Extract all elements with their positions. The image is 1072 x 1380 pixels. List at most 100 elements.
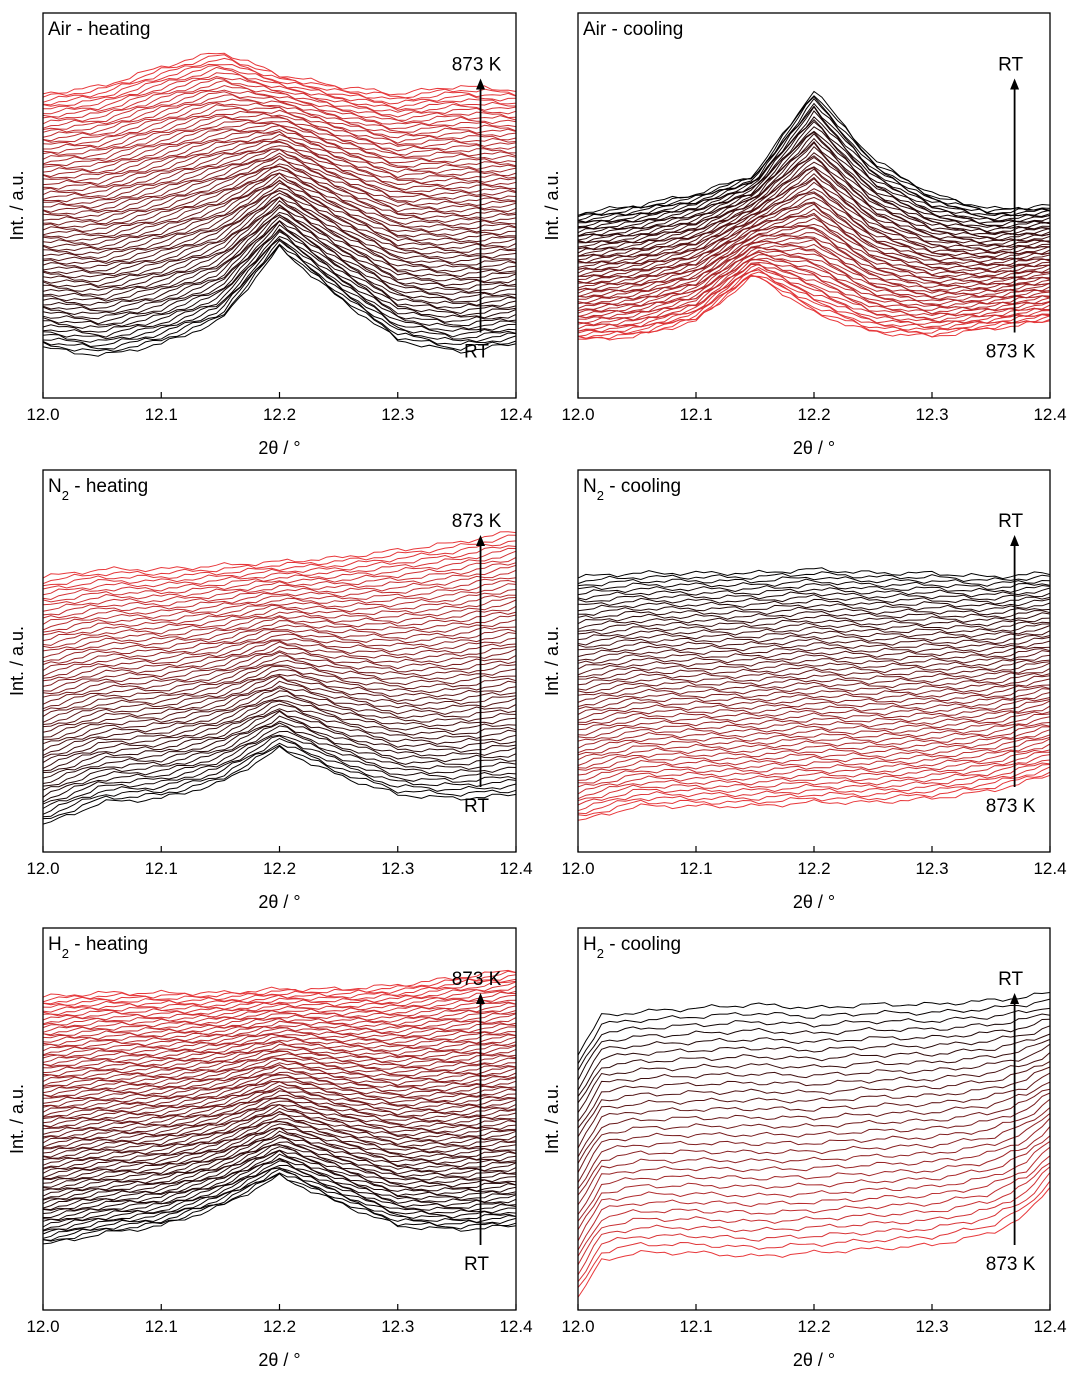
series-line xyxy=(42,1026,517,1056)
series-line xyxy=(577,1187,1051,1298)
arrow-top-label: RT xyxy=(998,54,1023,75)
series-line xyxy=(42,152,517,213)
series-line xyxy=(577,263,1051,326)
panel-5: 12.0 12.1 12.2 12.3 12.4 2θ / ° Int. / a.u. H2 … xyxy=(7,927,533,1370)
arrow-bottom-label: 873 K xyxy=(986,342,1036,363)
series-line xyxy=(42,1017,517,1046)
x-tick-label: 12.1 xyxy=(679,859,712,878)
series-line xyxy=(42,1057,517,1087)
x-tick-label: 12.2 xyxy=(797,859,830,878)
series-line xyxy=(42,969,517,998)
series-line xyxy=(42,685,517,740)
x-tick-label: 12.1 xyxy=(145,1317,178,1336)
x-tick-label: 12.4 xyxy=(499,1317,532,1336)
series-line xyxy=(42,745,517,825)
series-line xyxy=(577,188,1051,270)
series-line xyxy=(577,152,1051,250)
series-line xyxy=(577,749,1051,788)
series-line xyxy=(42,700,517,764)
arrow-bottom-label: 873 K xyxy=(986,796,1036,817)
series-line xyxy=(42,72,517,115)
series-line xyxy=(42,981,517,1013)
series-line xyxy=(42,1094,517,1138)
series-line xyxy=(42,577,517,619)
series-line xyxy=(42,534,517,585)
panel-1: 12.0 12.1 12.2 12.3 12.4 2θ / ° Int. / a.u. Air… xyxy=(7,12,533,458)
series-line xyxy=(42,589,517,633)
series-line xyxy=(577,235,1051,298)
series-line xyxy=(42,1064,517,1098)
series-line xyxy=(42,614,517,659)
series-line xyxy=(577,578,1051,591)
series-line xyxy=(577,1018,1051,1091)
series-line xyxy=(577,1180,1051,1288)
arrow-bottom-label: RT xyxy=(464,342,489,363)
series-line xyxy=(42,628,517,672)
series-line xyxy=(42,1041,517,1068)
series-line xyxy=(577,95,1051,218)
series-line xyxy=(42,1168,517,1239)
x-tick-label: 12.1 xyxy=(145,859,178,878)
series-line xyxy=(577,625,1051,646)
series-line xyxy=(42,196,517,275)
x-tick-label: 12.0 xyxy=(26,859,59,878)
series-line xyxy=(42,1113,517,1166)
plot-frame xyxy=(577,12,1051,399)
series-line xyxy=(42,1149,517,1211)
series-line xyxy=(577,751,1051,795)
series-line xyxy=(577,576,1051,587)
series-line xyxy=(577,648,1051,670)
series-line xyxy=(577,1043,1051,1122)
series-line xyxy=(577,1066,1051,1149)
series-line xyxy=(577,654,1051,678)
x-tick-label: 12.0 xyxy=(561,405,594,424)
panel-title: Air - heating xyxy=(48,19,150,40)
y-axis-label: Int. / a.u. xyxy=(7,170,27,240)
series-line xyxy=(577,156,1051,254)
series-line xyxy=(42,98,517,142)
series-line xyxy=(577,1052,1051,1129)
series-line xyxy=(577,684,1051,710)
series-line xyxy=(42,140,517,192)
series-line xyxy=(42,231,517,333)
series-line xyxy=(42,640,517,682)
series-line xyxy=(577,594,1051,606)
x-tick-label: 12.3 xyxy=(915,859,948,878)
series-line xyxy=(577,705,1051,739)
series-line xyxy=(42,52,517,96)
series-line xyxy=(42,531,517,579)
panel-6: 12.0 12.1 12.2 12.3 12.4 2θ / ° Int. / a.u. H2 … xyxy=(542,927,1067,1370)
series-line xyxy=(42,89,517,130)
series-line xyxy=(42,148,517,203)
series-line xyxy=(577,1013,1051,1081)
series-line xyxy=(42,1076,517,1118)
series-line xyxy=(42,121,517,167)
series-line xyxy=(577,1081,1051,1164)
series-line xyxy=(42,999,517,1026)
series-line xyxy=(577,699,1051,731)
x-tick-label: 12.3 xyxy=(381,1317,414,1336)
series-line xyxy=(42,1097,517,1139)
series-line xyxy=(577,571,1051,585)
arrow-top-label: RT xyxy=(998,511,1023,532)
series-line xyxy=(42,1013,517,1043)
panel-4: 12.0 12.1 12.2 12.3 12.4 2θ / ° Int. / a.u. N2 … xyxy=(542,469,1067,912)
series-line xyxy=(577,1113,1051,1206)
series-line xyxy=(577,1098,1051,1190)
series-line xyxy=(577,208,1051,284)
series-line xyxy=(577,736,1051,776)
series-line xyxy=(577,662,1051,691)
panel-2: 12.0 12.1 12.2 12.3 12.4 2θ / ° Int. / a.u. Air… xyxy=(542,12,1067,458)
series-line xyxy=(42,94,517,138)
series-line xyxy=(42,1005,517,1036)
x-axis-label: 2θ / ° xyxy=(793,438,835,458)
series-line xyxy=(577,606,1051,619)
arrow-top-label: RT xyxy=(998,969,1023,990)
series-line xyxy=(577,678,1051,708)
series-line xyxy=(42,709,517,773)
series-line xyxy=(577,998,1051,1064)
series-line xyxy=(42,1123,517,1179)
series-group xyxy=(577,90,1051,341)
series-line xyxy=(577,145,1051,248)
series-line xyxy=(577,121,1051,234)
